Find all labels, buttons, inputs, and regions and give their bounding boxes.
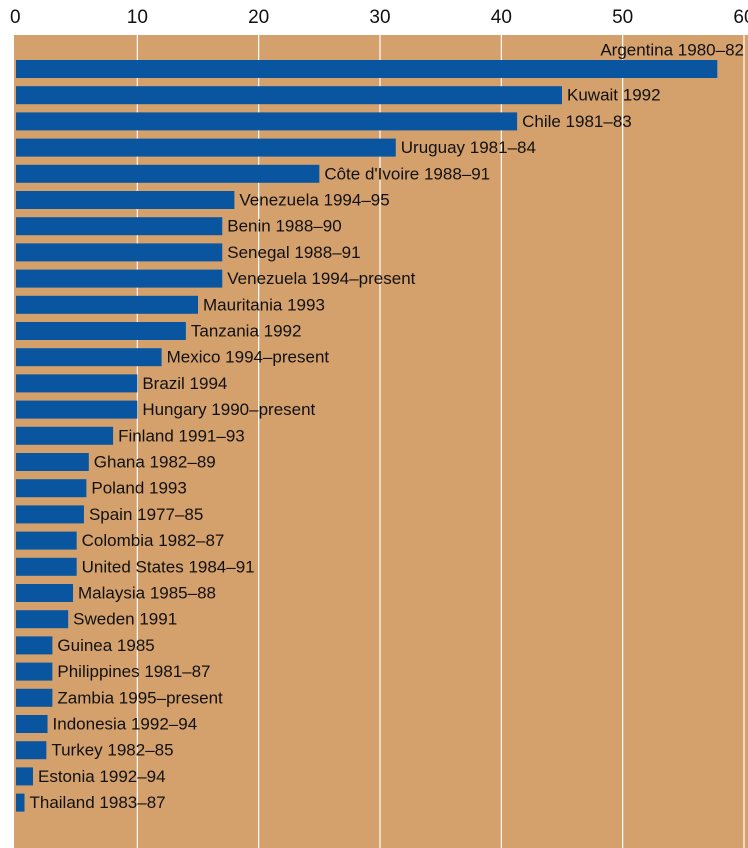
bar-label: Kuwait 1992 xyxy=(567,86,661,105)
bar xyxy=(16,86,562,105)
bar-label: Turkey 1982–85 xyxy=(51,741,173,760)
bar xyxy=(16,217,223,236)
bar-label: Mexico 1994–present xyxy=(167,348,330,367)
bar xyxy=(16,610,69,629)
bar-label: United States 1984–91 xyxy=(82,557,255,576)
bar xyxy=(16,688,53,707)
bar-label: Sweden 1991 xyxy=(73,610,177,629)
bar xyxy=(16,767,33,786)
bar xyxy=(16,479,87,498)
bar xyxy=(16,348,162,367)
x-tick-label: 0 xyxy=(10,7,21,28)
bar xyxy=(16,793,25,812)
bar xyxy=(16,531,77,550)
bar-label: Finland 1991–93 xyxy=(118,426,245,445)
bar-label: Tanzania 1992 xyxy=(191,321,302,340)
bar-label: Indonesia 1992–94 xyxy=(53,714,198,733)
x-tick-label: 30 xyxy=(369,7,390,28)
bar xyxy=(16,164,320,183)
bar-label: Chile 1981–83 xyxy=(522,112,632,131)
bar-label: Poland 1993 xyxy=(91,479,186,498)
x-tick-label: 60 xyxy=(733,7,748,28)
bar-label: Thailand 1983–87 xyxy=(29,793,165,812)
bar xyxy=(16,505,84,524)
bar xyxy=(16,295,198,314)
bar xyxy=(16,112,518,131)
bar-label: Ghana 1982–89 xyxy=(94,452,216,471)
x-tick-label: 10 xyxy=(127,7,148,28)
bar xyxy=(16,715,48,733)
bar xyxy=(16,374,138,393)
bar xyxy=(16,557,77,576)
bar-label: Côte d'Ivoire 1988–91 xyxy=(324,164,490,183)
bar xyxy=(16,741,47,760)
bar-label: Hungary 1990–present xyxy=(142,400,315,419)
bar xyxy=(16,322,186,340)
bar-label: Colombia 1982–87 xyxy=(82,531,225,550)
bar-label: Spain 1977–85 xyxy=(89,505,203,524)
bar-label: Venezuela 1994–95 xyxy=(239,190,389,209)
bar xyxy=(16,138,396,157)
bar-label: Philippines 1981–87 xyxy=(57,662,210,681)
bar-label: Argentina 1980–82 xyxy=(600,40,744,59)
bar-label: Benin 1988–90 xyxy=(227,217,341,236)
bar-label: Mauritania 1993 xyxy=(203,295,325,314)
bar-label: Zambia 1995–present xyxy=(57,688,223,707)
bar xyxy=(16,191,235,209)
bar-label: Estonia 1992–94 xyxy=(38,767,166,786)
bar xyxy=(16,584,74,602)
bar-label: Venezuela 1994–present xyxy=(227,269,415,288)
bar xyxy=(16,636,53,655)
x-tick-label: 40 xyxy=(491,7,512,28)
bar xyxy=(16,453,89,471)
x-tick-label: 20 xyxy=(248,7,269,28)
bar xyxy=(16,60,718,78)
bar-label: Uruguay 1981–84 xyxy=(401,138,536,157)
bar xyxy=(16,662,53,681)
bar xyxy=(16,269,223,288)
bar xyxy=(16,400,138,419)
bar-label: Guinea 1985 xyxy=(57,636,154,655)
bar-label: Brazil 1994 xyxy=(142,374,227,393)
x-tick-label: 50 xyxy=(612,7,633,28)
bar-label: Senegal 1988–91 xyxy=(227,243,360,262)
bar-label: Malaysia 1985–88 xyxy=(78,583,216,602)
bar xyxy=(16,243,223,262)
bar xyxy=(16,426,114,445)
